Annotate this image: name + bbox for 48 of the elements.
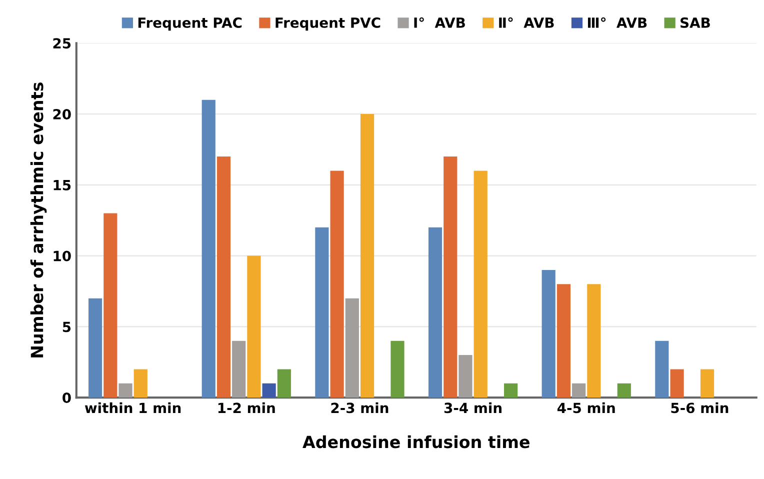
- y-tick-label: 0: [62, 392, 71, 404]
- bar: [134, 369, 148, 398]
- bar: [670, 369, 684, 398]
- x-tick-label: 3-4 min: [444, 402, 502, 414]
- bar: [617, 383, 631, 398]
- y-tick-label: 5: [62, 322, 71, 332]
- y-tick-label: 10: [54, 250, 71, 262]
- x-tick-label: within 1 min: [84, 402, 181, 413]
- legend-label: Frequent PVC: [276, 17, 380, 31]
- bar: [655, 340, 669, 398]
- bar: [504, 383, 518, 398]
- bar: [262, 383, 276, 398]
- x-tick-label: 5-6 min: [671, 402, 728, 414]
- bar: [118, 383, 132, 398]
- bar: [330, 170, 344, 398]
- y-tick-label: 25: [53, 38, 71, 49]
- legend-label: Ⅰ° AVB: [414, 17, 465, 28]
- legend-label: Ⅲ° AVB: [588, 17, 647, 28]
- bar: [390, 340, 404, 398]
- bar: [556, 284, 571, 398]
- bar: [587, 284, 601, 398]
- bar: [202, 100, 216, 398]
- y-tick-label: 15: [54, 180, 71, 190]
- bar: [247, 256, 261, 398]
- bar: [444, 156, 458, 398]
- bar: [88, 298, 102, 398]
- bar: [232, 340, 246, 398]
- x-axis-title: Adenosine infusion time: [302, 435, 530, 448]
- x-tick-label: 1-2 min: [218, 402, 275, 413]
- bar: [542, 270, 556, 398]
- bar: [458, 355, 472, 398]
- bar: [345, 298, 359, 398]
- bar: [104, 213, 118, 398]
- bar: [428, 227, 442, 398]
- legend-label: SAB: [680, 17, 710, 28]
- bar: [216, 156, 231, 398]
- bar: [315, 227, 329, 398]
- bar: [572, 383, 586, 398]
- bar: [277, 369, 291, 398]
- x-tick-label: 2-3 min: [331, 402, 388, 414]
- legend-label: Frequent PAC: [138, 17, 242, 31]
- bar: [360, 114, 374, 398]
- y-tick-label: 20: [53, 108, 71, 120]
- y-axis-title: Number of arrhythmic events: [30, 82, 47, 358]
- x-tick-label: 4-5 min: [557, 402, 615, 414]
- bar: [474, 170, 488, 398]
- bar: [700, 369, 714, 398]
- legend-label: Ⅱ° AVB: [499, 17, 554, 28]
